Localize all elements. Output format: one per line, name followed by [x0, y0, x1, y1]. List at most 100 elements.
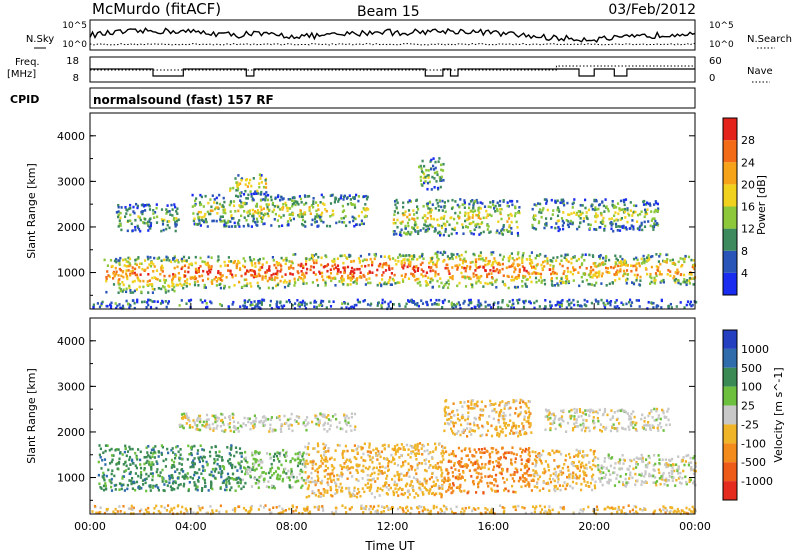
power-cell — [457, 301, 460, 304]
power-cell — [322, 265, 325, 269]
velocity-cell — [582, 464, 585, 468]
power-cell — [482, 285, 485, 288]
power-cell — [105, 290, 108, 294]
velocity-cell — [471, 480, 475, 484]
power-cell — [559, 201, 562, 204]
power-cell — [494, 280, 497, 284]
power-cell — [563, 203, 566, 207]
power-cell — [556, 219, 559, 223]
power-cell — [506, 204, 509, 208]
velocity-cell — [616, 473, 619, 477]
velocity-cell — [157, 474, 160, 477]
power-cell — [601, 200, 604, 203]
power-cell — [628, 300, 631, 304]
velocity-cell — [481, 466, 484, 469]
velocity-cell — [129, 447, 132, 451]
power-cell — [270, 307, 273, 310]
power-cell — [303, 213, 307, 216]
power-cell — [285, 259, 288, 262]
power-cell — [426, 187, 429, 191]
power-cell — [672, 276, 675, 280]
power-cell — [612, 206, 616, 209]
power-cell — [425, 284, 428, 287]
velocity-cell — [633, 458, 636, 461]
power-cell — [293, 277, 296, 281]
cpid-text: normalsound (fast) 157 RF — [93, 93, 274, 107]
velocity-cell — [516, 470, 519, 474]
power-cell — [334, 277, 337, 280]
velocity-cell — [196, 471, 199, 475]
velocity-cell — [400, 454, 403, 457]
velocity-cell — [580, 482, 583, 486]
velocity-cell — [100, 467, 103, 470]
velocity-cell — [114, 448, 117, 452]
velocity-cell — [413, 446, 416, 449]
velocity-cell — [145, 461, 148, 464]
power-cell — [246, 197, 249, 200]
velocity-cell — [591, 459, 595, 462]
velocity-cell — [459, 465, 462, 468]
velocity-cell — [391, 478, 394, 481]
velocity-cell — [286, 476, 289, 479]
power-cell — [561, 264, 564, 268]
velocity-cell — [583, 480, 586, 483]
power-cell — [265, 270, 268, 274]
velocity-cell — [149, 464, 152, 467]
power-cell — [469, 230, 472, 233]
power-cell — [284, 201, 287, 205]
velocity-cell — [491, 450, 494, 454]
power-cell — [650, 276, 653, 280]
velocity-cell — [446, 472, 449, 476]
power-cell — [652, 306, 655, 309]
power-cell — [658, 272, 661, 276]
power-cell — [161, 223, 165, 226]
velocity-cell — [488, 460, 491, 463]
velocity-cell — [186, 458, 189, 461]
power-cell — [177, 261, 180, 264]
power-cell — [153, 216, 156, 219]
power-cell — [513, 266, 516, 270]
velocity-cell — [548, 489, 551, 492]
power-cell — [626, 208, 629, 212]
velocity-cell — [355, 468, 358, 472]
power-cell — [676, 272, 679, 275]
velocity-cell — [512, 473, 515, 476]
power-cell — [617, 225, 620, 228]
velocity-cell — [323, 491, 326, 494]
velocity-cell — [131, 459, 134, 463]
power-cell — [618, 261, 621, 264]
power-cell — [578, 284, 581, 288]
power-cell — [426, 202, 429, 205]
velocity-cell — [213, 457, 216, 461]
velocity-cell — [385, 485, 388, 489]
velocity-cell — [510, 463, 514, 466]
power-cell — [137, 228, 141, 231]
velocity-cell — [348, 490, 351, 493]
velocity-cell — [214, 476, 217, 480]
power-cell — [173, 203, 176, 206]
power-cell — [426, 217, 429, 220]
power-cell — [555, 222, 558, 225]
power-cell — [242, 257, 245, 260]
power-cell — [469, 200, 473, 203]
velocity-cell — [530, 479, 533, 482]
power-cell — [237, 174, 240, 177]
power-cell — [514, 212, 517, 215]
power-cell — [585, 278, 588, 282]
power-cell — [538, 272, 541, 276]
velocity-cell — [226, 477, 229, 481]
velocity-cell — [369, 458, 372, 462]
power-cell — [426, 204, 429, 208]
velocity-cell — [371, 461, 374, 464]
power-cell — [572, 256, 575, 259]
power-cell — [373, 253, 376, 256]
velocity-cell — [361, 487, 364, 490]
power-cell — [194, 271, 198, 274]
velocity-cell — [599, 480, 602, 483]
velocity-cell — [457, 446, 460, 450]
power-cell — [542, 207, 545, 210]
power-cell — [545, 222, 548, 225]
power-cell — [194, 267, 197, 271]
velocity-cell — [415, 458, 418, 461]
velocity-cell — [640, 483, 643, 486]
